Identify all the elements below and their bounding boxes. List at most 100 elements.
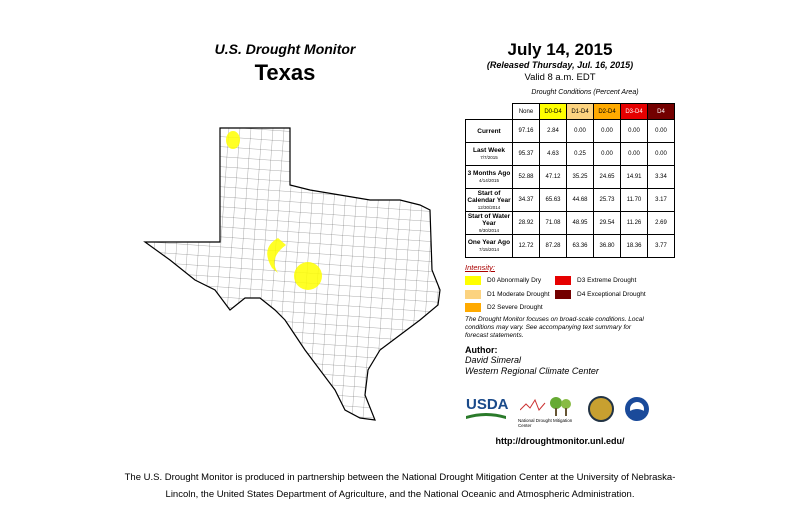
d0-area [294,262,322,290]
row-name: 3 Months Ago [467,170,511,177]
cell: 3.17 [647,188,675,212]
legend-swatch [555,290,571,299]
header-row: None D0-D4 D1-D4 D2-D4 D3-D4 D4 [466,103,675,120]
legend-swatch [465,276,481,285]
row-label: Start of Calendar Year 12/30/2014 [465,188,513,212]
d0-area [267,238,286,273]
row-label: Start of Water Year 9/30/2014 [465,211,513,235]
row-name: Start of Water Year [467,212,511,227]
cell: 44.68 [566,188,594,212]
column-header: D3-D4 [620,103,648,120]
row-name: Start of Calendar Year [467,189,511,204]
cell: 18.36 [620,234,648,258]
legend-label: D0 Abnormally Dry [487,277,542,285]
corner [466,104,513,120]
cell: 3.77 [647,234,675,258]
cell: 0.00 [647,119,675,143]
legend-item: D2 Severe Drought [465,303,543,312]
ndmc-logo [520,397,571,416]
author-heading: Author: [465,345,498,355]
cell: 14.91 [620,165,648,189]
legend-item: D1 Moderate Drought [465,290,550,299]
cell: 4.63 [539,142,567,166]
table-row: Last Week 7/7/2015 95.37 4.63 0.25 0.00 0.00 0.… [465,142,675,166]
usda-swoosh [466,413,506,419]
row-name: One Year Ago [467,239,511,246]
note: The Drought Monitor focuses on broad-sca… [465,316,644,339]
legend-label: D4 Exceptional Drought [577,291,646,299]
cell: 35.25 [566,165,594,189]
cell: 48.95 [566,211,594,235]
cell: 11.70 [620,188,648,212]
legend-item: D4 Exceptional Drought [555,290,646,299]
date: July 14, 2015 [507,40,613,59]
row-date: 7/7/2015 [480,155,498,160]
map [144,127,441,421]
cell: 65.63 [539,188,567,212]
legend-swatch [465,303,481,312]
table-row: Current 97.16 2.84 0.00 0.00 0.00 0.00 [465,119,675,143]
legend-swatch [555,276,571,285]
cell: 3.34 [647,165,675,189]
cell: 12.72 [512,234,540,258]
cell: 0.00 [593,119,621,143]
row-date: 7/15/2014 [478,247,500,252]
legend-title: Intensity: [465,263,496,272]
valid: Valid 8 a.m. EDT [524,72,596,83]
footer: The U.S. Drought Monitor is produced in … [124,472,676,500]
cell: 0.00 [620,119,648,143]
cell: 87.28 [539,234,567,258]
cell: 0.00 [647,142,675,166]
row-date: 4/14/2015 [478,178,500,183]
table-row: Start of Calendar Year 12/30/2014 34.37 65.… [465,188,675,212]
agency-seals [588,396,649,422]
column-header: D0-D4 [539,103,567,120]
column-header: D4 [647,103,675,120]
cell: 52.88 [512,165,540,189]
column-header: None [512,103,540,120]
state: Texas [254,60,316,85]
usda-logo: USDA [466,396,509,413]
row-date: 9/30/2014 [478,227,500,233]
legend-label: D3 Extreme Drought [577,277,637,285]
legend-item: D0 Abnormally Dry [465,276,541,285]
cell: 24.65 [593,165,621,189]
cell: 0.00 [620,142,648,166]
row-name: Last Week [472,147,506,154]
legend-label: D1 Moderate Drought [487,291,550,299]
row-label: 3 Months Ago 4/14/2015 [465,165,513,189]
cell: 95.37 [512,142,540,166]
cell: 71.08 [539,211,567,235]
cell: 0.00 [566,119,594,143]
cell: 2.84 [539,119,567,143]
cell: 29.54 [593,211,621,235]
legend-label: D2 Severe Drought [487,304,543,312]
author-org: Western Regional Climate Center [465,366,599,376]
table-row: 3 Months Ago 4/14/2015 52.88 47.12 35.25 24.6… [465,165,675,189]
legend-swatch [465,290,481,299]
cell: 63.36 [566,234,594,258]
legend-item: D3 Extreme Drought [555,276,636,285]
cell: 2.69 [647,211,675,235]
column-header: D2-D4 [593,103,621,120]
cell: 11.26 [620,211,648,235]
title: U.S. Drought Monitor [214,41,356,57]
cell: 97.16 [512,119,540,143]
url[interactable]: http://droughtmonitor.unl.edu/ [495,436,625,446]
row-label: One Year Ago 7/15/2014 [465,234,513,258]
table-caption: Drought Conditions (Percent Area) [531,89,639,96]
row-date: 12/30/2014 [477,204,501,210]
table-row: One Year Ago 7/15/2014 12.72 87.28 63.36 36.8… [465,234,675,258]
cell: 36.80 [593,234,621,258]
released: (Released Thursday, Jul. 16, 2015) [486,60,634,70]
row-label: Last Week 7/7/2015 [465,142,513,166]
cell: 25.73 [593,188,621,212]
cell: 0.25 [566,142,594,166]
row-label: Current [465,119,513,143]
row-name: Current [477,127,501,135]
author-name: David Simeral [465,355,522,365]
cell: 34.37 [512,188,540,212]
conditions-table: None D0-D4 D1-D4 D2-D4 D3-D4 D4 Current 97.16 2.… [465,103,675,258]
cell: 47.12 [539,165,567,189]
